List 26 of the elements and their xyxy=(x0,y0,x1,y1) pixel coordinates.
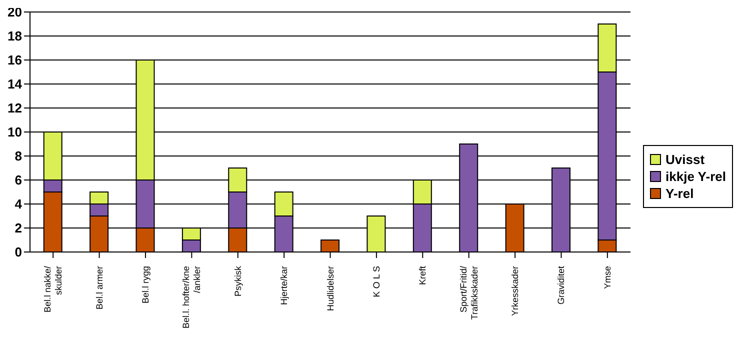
x-tick-label: Bel.l. hofter/kne /ankler xyxy=(181,266,202,329)
y-tick-label: 18 xyxy=(8,28,22,44)
x-tick-label: K O L S xyxy=(371,266,382,298)
y-tick-label: 6 xyxy=(14,172,22,188)
x-tick-label: Ymse xyxy=(602,266,612,290)
legend-label: ikkje Y-rel xyxy=(666,168,726,184)
y-tick-label: 2 xyxy=(14,220,22,236)
y-tick-label: 12 xyxy=(8,100,22,116)
legend-label: Y-rel xyxy=(666,186,694,200)
x-tick-label: Bel.l nakke/ skulder xyxy=(42,266,64,313)
y-tick-label: 16 xyxy=(8,52,22,68)
y-tick-label: 0 xyxy=(14,244,22,260)
x-tick-label: Hudlidelser xyxy=(325,266,336,312)
x-tick-label: Hjerte/kar xyxy=(279,266,290,306)
x-tick-label: Graviditet xyxy=(556,266,566,305)
x-tick-label: Kreft xyxy=(418,266,428,286)
x-tick-label: Bel.l armer xyxy=(94,266,104,310)
y-tick-label: 8 xyxy=(14,148,22,164)
x-tick-label: Psykisk xyxy=(232,266,243,297)
x-tick-label: Sport/Fritid/ Trafikkskader xyxy=(458,266,480,320)
x-tick-label: Yrkesskader xyxy=(510,266,520,316)
x-tick-label: Bel.l rygg xyxy=(140,266,150,304)
legend-label: Uvisst xyxy=(666,152,705,166)
y-tick-label: 10 xyxy=(8,124,22,140)
y-tick-label: 4 xyxy=(14,196,23,212)
y-tick-label: 14 xyxy=(8,76,23,92)
